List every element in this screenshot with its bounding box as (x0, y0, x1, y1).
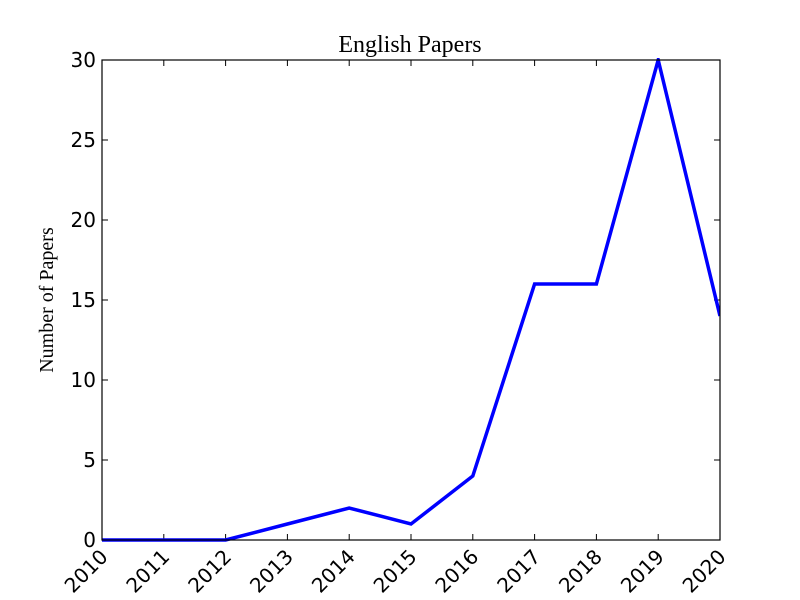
y-tick-label: 30 (71, 48, 96, 72)
y-tick-label: 5 (83, 448, 96, 472)
y-axis-label: Number of Papers (36, 227, 58, 373)
axes-frame (101, 59, 721, 541)
x-tick-label: 2014 (307, 545, 360, 598)
chart-title: English Papers (338, 32, 481, 58)
x-tick-label: 2018 (554, 545, 607, 598)
x-tick-label: 2015 (369, 545, 422, 598)
x-tick-label: 2020 (678, 545, 731, 598)
x-tick-label: 2010 (60, 545, 113, 598)
y-tick-label: 15 (71, 288, 96, 312)
y-tick-label: 20 (71, 208, 96, 232)
series-line (102, 58, 720, 542)
x-tick-label: 2019 (616, 545, 669, 598)
x-tick-label: 2013 (245, 545, 298, 598)
x-tick-label: 2016 (430, 545, 483, 598)
plot-area: 0 5 10 15 20 25 30 2010 2011 2012 2013 2014 2015 2016… (60, 48, 731, 598)
y-tick-label: 25 (71, 128, 96, 152)
y-tick-label: 10 (71, 368, 96, 392)
x-tick-label: 2017 (492, 545, 545, 598)
x-tick-label: 2012 (183, 545, 236, 598)
x-tick-label: 2011 (121, 545, 174, 598)
y-tick-label: 0 (83, 528, 96, 552)
